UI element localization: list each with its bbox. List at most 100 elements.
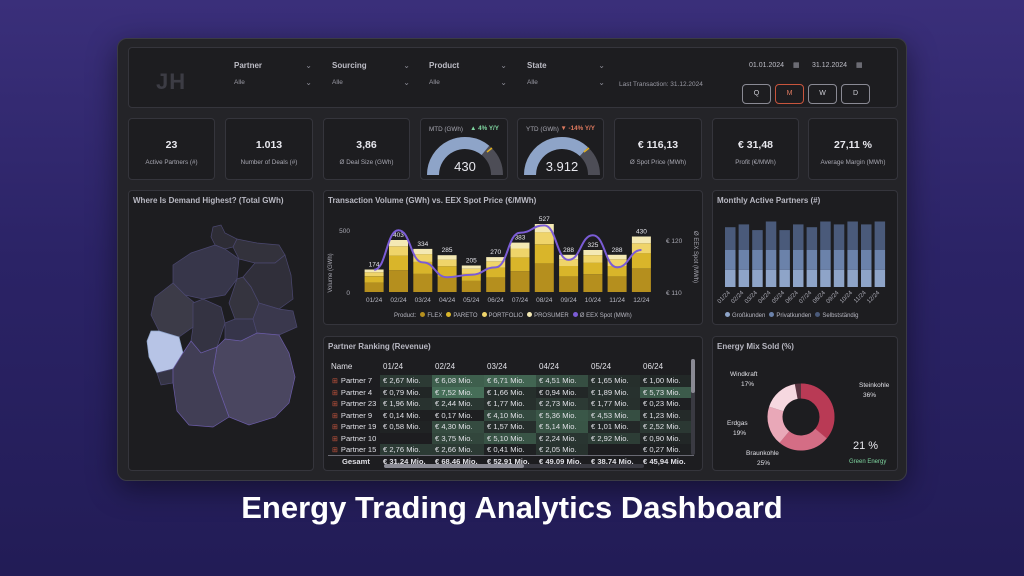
product-filter[interactable]: Product Alle ⌄ ⌄ (429, 61, 507, 87)
table-row[interactable]: ⊞ Partner 10 € 3,75 Mio. € 5,10 Mio. € 2,24 … (328, 432, 694, 445)
energy-mix-panel: Energy Mix Sold (%) Steinkohle 36% Braun… (712, 336, 898, 471)
column-header[interactable]: 01/24 (383, 361, 404, 371)
partner-name-cell[interactable]: ⊞ Partner 7 (328, 375, 380, 387)
mix-label-pct: 17% (741, 381, 754, 388)
expand-icon[interactable]: ⊞ (332, 378, 338, 386)
gauge-ytd: YTD (GWh) ▼ -14% Y/Y 3.912 (517, 118, 604, 180)
state-filter-label: State (527, 61, 547, 70)
partner-filter[interactable]: Partner Alle ⌄ ⌄ (234, 61, 312, 87)
x-tick-label: 07/24 (798, 290, 813, 305)
expand-icon[interactable]: ⊞ (332, 424, 338, 432)
table-row[interactable]: ⊞ Partner 15 € 2,76 Mio. € 2,66 Mio. € 0,41 … (328, 444, 694, 456)
revenue-cell: € 2,76 Mio. (380, 444, 432, 456)
column-header[interactable]: Name (331, 361, 353, 371)
chevron-down-icon[interactable]: ⌄ (305, 78, 312, 87)
scrollbar-thumb[interactable] (691, 359, 695, 393)
x-tick-label: 11/24 (853, 290, 868, 305)
bar-segment (607, 276, 627, 292)
bar-segment (486, 277, 506, 292)
partner-name-cell[interactable]: ⊞ Partner 15 (328, 444, 380, 456)
demand-map-panel: Where Is Demand Highest? (Total GWh) (128, 190, 314, 471)
granularity-q-button[interactable]: Q (742, 84, 771, 104)
partner-name-cell[interactable]: ⊞ Partner 9 (328, 410, 380, 422)
horizontal-scrollbar[interactable] (384, 464, 644, 468)
map-region-sachsen (252, 302, 298, 336)
legend-item[interactable]: PROSUMER (527, 312, 569, 319)
chevron-down-icon[interactable]: ⌄ (598, 78, 605, 87)
calendar-icon[interactable]: ▦ (793, 62, 800, 69)
legend-item[interactable]: FLEX (420, 312, 442, 319)
green-energy-label: Green Energy (849, 459, 886, 465)
granularity-m-button[interactable]: M (775, 84, 804, 104)
table-row[interactable]: ⊞ Partner 9 € 0,14 Mio. € 0,17 Mio. € 4,10 M… (328, 409, 694, 422)
legend-item[interactable]: Privatkunden (769, 312, 811, 319)
revenue-cell: € 2,67 Mio. (380, 375, 432, 387)
sourcing-filter[interactable]: Sourcing Alle ⌄ ⌄ (332, 61, 410, 87)
granularity-w-button[interactable]: W (808, 84, 837, 104)
x-tick-label: 09/24 (560, 297, 577, 304)
revenue-cell: € 1,77 Mio. (484, 398, 536, 410)
partner-name-cell[interactable]: ⊞ Partner 23 (328, 398, 380, 410)
column-header[interactable]: 05/24 (591, 361, 612, 371)
calendar-icon[interactable]: ▦ (856, 62, 863, 69)
chevron-down-icon[interactable]: ⌄ (598, 61, 605, 70)
legend-item[interactable]: Selbstständig (815, 312, 858, 319)
partner-name: Partner 7 (340, 376, 373, 386)
legend-item[interactable]: Großkunden (725, 312, 765, 319)
y-tick-label: 500 (339, 228, 350, 235)
chevron-down-icon[interactable]: ⌄ (500, 61, 507, 70)
scrollbar-thumb[interactable] (384, 464, 524, 468)
bar-segment (806, 227, 818, 250)
chevron-down-icon[interactable]: ⌄ (305, 61, 312, 70)
legend-item[interactable]: PARETO (446, 312, 478, 319)
x-tick-label: 01/24 (717, 290, 732, 305)
bar-segment (861, 269, 872, 287)
bar-segment (738, 250, 750, 270)
bar-segment (765, 221, 777, 250)
column-header[interactable]: 06/24 (643, 361, 664, 371)
gauge-delta: ▲ 4% Y/Y (470, 125, 499, 132)
bar-segment (725, 227, 736, 250)
revenue-cell: € 5,73 Mio. (640, 386, 694, 398)
x-tick-label: 05/24 (463, 297, 480, 304)
expand-icon[interactable]: ⊞ (332, 412, 338, 420)
bar-segment (534, 224, 554, 233)
bar-segment (413, 261, 433, 274)
partner-name-cell[interactable]: ⊞ Partner 4 (328, 387, 380, 399)
bar-segment (510, 271, 530, 292)
expand-icon[interactable]: ⊞ (332, 435, 338, 443)
last-transaction: Last Transaction: 31.12.2024 (619, 81, 703, 88)
granularity-d-button[interactable]: D (841, 84, 870, 104)
revenue-cell: € 1,23 Mio. (640, 409, 694, 421)
chevron-down-icon[interactable]: ⌄ (500, 78, 507, 87)
vertical-scrollbar[interactable] (691, 359, 695, 455)
table-row[interactable]: ⊞ Partner 4 € 0,79 Mio. € 7,52 Mio. € 1,66 M… (328, 386, 694, 399)
expand-icon[interactable]: ⊞ (332, 447, 338, 454)
legend-dot (420, 312, 426, 317)
state-filter[interactable]: State Alle ⌄ ⌄ (527, 61, 605, 87)
chevron-down-icon[interactable]: ⌄ (403, 61, 410, 70)
kpi-value: € 116,13 (637, 139, 679, 151)
expand-icon[interactable]: ⊞ (332, 401, 338, 409)
kpi-label: Ø Deal Size (GWh) (339, 159, 394, 166)
date-to[interactable]: 31.12.2024 (812, 62, 848, 69)
bar-segment (461, 268, 481, 274)
date-from[interactable]: 01.01.2024 (749, 62, 785, 69)
kpi-profit: € 31,48 Profit (€/MWh) (712, 118, 799, 180)
chevron-down-icon[interactable]: ⌄ (403, 78, 410, 87)
table-row[interactable]: ⊞ Partner 23 € 1,96 Mio. € 2,44 Mio. € 1,77 … (328, 398, 694, 410)
mix-label-pct: 19% (733, 430, 746, 437)
kpi-label: Active Partners (#) (145, 159, 198, 166)
partner-name-cell[interactable]: ⊞ Partner 10 (328, 433, 380, 445)
expand-icon[interactable]: ⊞ (332, 389, 338, 397)
column-header[interactable]: 04/24 (539, 361, 560, 371)
table-row[interactable]: ⊞ Partner 19 € 0,58 Mio. € 4,30 Mio. € 1,57 … (328, 421, 694, 433)
legend-item[interactable]: PORTFOLIO (481, 312, 523, 319)
bar-segment (847, 269, 858, 287)
column-header[interactable]: 03/24 (487, 361, 508, 371)
column-header[interactable]: 02/24 (435, 361, 456, 371)
legend-item[interactable]: Ø EEX Spot (MWh) (572, 312, 632, 319)
table-row[interactable]: ⊞ Partner 7 € 2,67 Mio. € 6,08 Mio. € 6,71 M… (328, 375, 694, 387)
revenue-cell: € 2,73 Mio. (536, 398, 588, 410)
partner-name-cell[interactable]: ⊞ Partner 19 (328, 421, 380, 433)
